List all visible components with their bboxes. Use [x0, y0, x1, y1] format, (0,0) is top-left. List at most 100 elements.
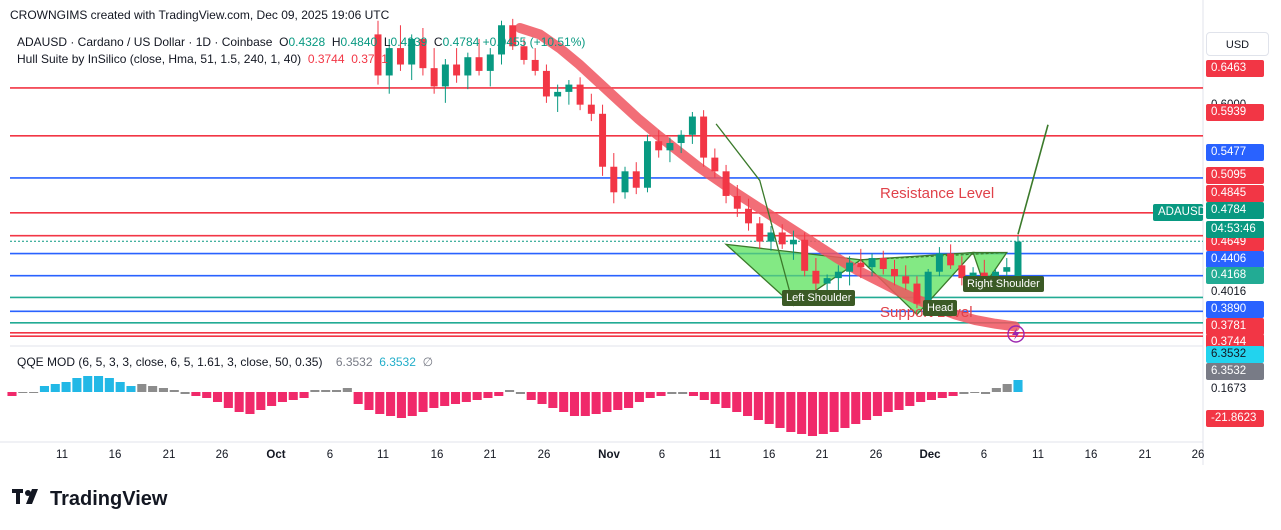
candle-body [374, 34, 382, 76]
qqe-bar [786, 392, 796, 432]
qqe-bar [277, 392, 287, 402]
qqe-bar [386, 392, 396, 416]
qqe-bar [353, 392, 363, 404]
time-tick: 6 [658, 449, 666, 461]
qqe-bar [234, 392, 244, 412]
qqe-bar [634, 392, 644, 402]
candle-body [868, 258, 876, 268]
high-value: 0.4840 [340, 35, 378, 49]
hull-value-1: 0.3744 [307, 52, 345, 66]
countdown-label: 04:53:46 [1206, 221, 1264, 238]
candle-body [531, 59, 539, 71]
qqe-bar [418, 392, 428, 412]
qqe-bar [61, 382, 71, 392]
candle-body [992, 271, 1000, 280]
time-tick: 16 [430, 449, 444, 461]
candle-body [666, 143, 674, 151]
qqe-bar [721, 392, 731, 408]
qqe-bar [775, 392, 785, 428]
time-tick: Oct [266, 449, 286, 461]
qqe-bar [505, 390, 515, 392]
qqe-bar [937, 392, 947, 398]
close-value: 0.4784 [442, 35, 480, 49]
qqe-bar [472, 392, 482, 400]
candle-body [789, 239, 797, 245]
head-label: Head [923, 300, 958, 316]
qqe-bar [526, 392, 536, 400]
time-tick: 26 [1191, 449, 1205, 461]
qqe-bar [981, 392, 991, 394]
qqe-bar [753, 392, 763, 420]
qqe-bar [645, 392, 655, 398]
projection-line [1017, 124, 1049, 235]
candle-body [913, 283, 921, 304]
candle-body [891, 268, 898, 277]
hull-legend[interactable]: Hull Suite by InSilico (close, Hma, 51, … [17, 52, 388, 66]
symbol-legend[interactable]: ADAUSD · Cardano / US Dollar · 1D · Coin… [17, 35, 585, 49]
qqe-bar [299, 392, 309, 398]
candle-body [812, 270, 820, 284]
candle-body [419, 38, 427, 69]
candle-body [430, 68, 438, 87]
candle-body [846, 262, 854, 272]
left-shoulder-label: Left Shoulder [782, 290, 856, 306]
candle-body [745, 208, 753, 224]
qqe-bar [602, 392, 612, 412]
time-tick: 26 [869, 449, 883, 461]
time-tick: 11 [1032, 449, 1044, 461]
qqe-bar [688, 392, 699, 396]
right-shoulder-label: Right Shoulder [963, 276, 1044, 292]
candle-body [464, 57, 472, 76]
change-value: +0.0455 (+10.51%) [482, 35, 586, 49]
candle-body [498, 25, 505, 55]
qqe-bar [624, 392, 634, 408]
candle-body [1014, 241, 1022, 284]
candle-body [722, 171, 730, 196]
candle-body [396, 48, 404, 65]
qqe-axis-label: 6.3532 [1206, 363, 1264, 380]
candle-body [688, 116, 696, 135]
currency-button[interactable]: USD [1206, 32, 1269, 56]
qqe-bar [461, 392, 471, 402]
qqe-value-3: ∅ [422, 355, 434, 369]
qqe-bar [72, 378, 82, 392]
neckline [860, 251, 1007, 261]
time-tick: 26 [215, 449, 229, 461]
qqe-bar [429, 392, 439, 408]
candle-body [700, 116, 708, 158]
price-label: 0.3781 [1206, 318, 1264, 335]
qqe-bar [483, 392, 493, 398]
candle-body [610, 166, 618, 193]
brand-name: TradingView [50, 488, 168, 510]
candle-body [441, 64, 449, 87]
time-tick: 6 [326, 449, 334, 461]
qqe-bar [764, 392, 774, 424]
candle-body [756, 223, 764, 242]
candle-body [958, 265, 966, 279]
time-tick: 6 [980, 449, 988, 461]
candle-body [486, 54, 494, 71]
time-tick: 21 [162, 449, 176, 461]
qqe-bar [115, 382, 125, 392]
qqe-bar [851, 392, 861, 424]
qqe-bar [158, 388, 168, 392]
candle-body [767, 232, 775, 242]
candle-body [969, 272, 977, 279]
qqe-bar [656, 392, 666, 396]
qqe-bar [948, 392, 958, 396]
candle-body [621, 171, 629, 193]
candle-body [520, 46, 528, 60]
price-label: 0.5095 [1206, 167, 1264, 184]
qqe-bar [29, 392, 39, 393]
qqe-bar [894, 392, 904, 410]
qqe-bar [321, 390, 331, 392]
qqe-bar [743, 392, 753, 416]
qqe-bar [591, 392, 601, 414]
qqe-bar [916, 392, 926, 402]
low-label: L [383, 35, 391, 49]
qqe-bar [256, 392, 266, 410]
qqe-bar [245, 392, 255, 414]
qqe-legend[interactable]: QQE MOD (6, 5, 3, 3, close, 6, 5, 1.61, … [17, 355, 433, 369]
qqe-bar [807, 392, 818, 436]
qqe-bar [450, 392, 461, 404]
